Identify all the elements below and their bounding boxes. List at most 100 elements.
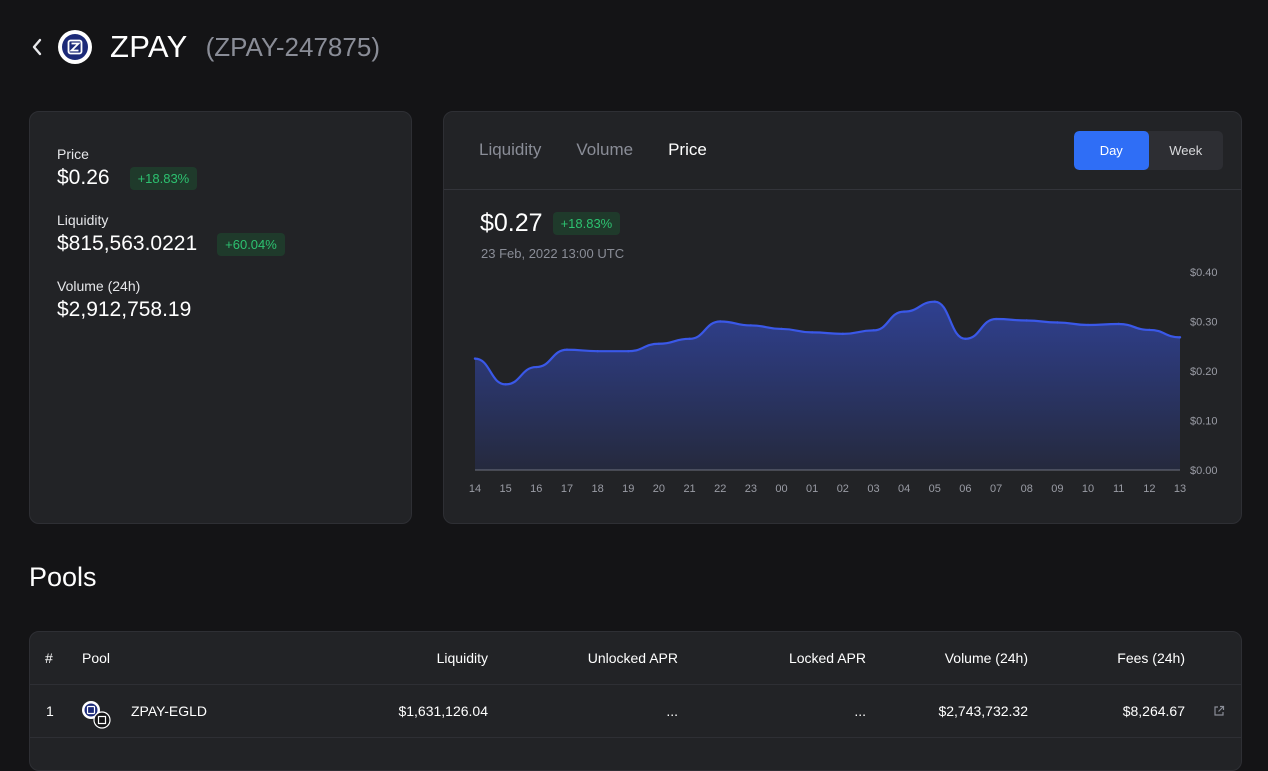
data-point-10: [1086, 323, 1090, 327]
col-fees[interactable]: Fees (24h): [1117, 650, 1185, 666]
data-point-23: [749, 324, 753, 327]
row-pool-name[interactable]: ZPAY-EGLD: [131, 703, 207, 719]
x-tick-label: 00: [775, 483, 787, 495]
chart-tabs: Liquidity Volume Price: [479, 140, 707, 160]
page-header: ZPAY (ZPAY-247875): [28, 29, 380, 64]
chart-card: Liquidity Volume Price Day Week $0.27 +1…: [443, 111, 1242, 524]
data-point-07: [994, 317, 998, 321]
week-button[interactable]: Week: [1169, 143, 1203, 158]
external-link-button[interactable]: [1213, 685, 1225, 737]
back-button[interactable]: [28, 38, 46, 56]
tab-liquidity[interactable]: Liquidity: [479, 140, 542, 159]
x-tick-label: 03: [867, 483, 879, 495]
y-tick-label: $0.00: [1190, 465, 1218, 477]
x-tick-label: 21: [683, 483, 695, 495]
liquidity-change-badge: +60.04%: [217, 232, 285, 256]
col-volume[interactable]: Volume (24h): [944, 650, 1028, 666]
day-button[interactable]: Day: [1074, 131, 1149, 170]
x-tick-label: 07: [990, 483, 1002, 495]
chart-price-row: $0.27 +18.83%: [480, 209, 621, 238]
data-point-12: [1148, 328, 1151, 332]
data-point-21: [688, 337, 691, 341]
price-stat: Price $0.26 +18.83%: [57, 146, 384, 190]
col-liquidity[interactable]: Liquidity: [436, 650, 488, 666]
y-tick-label: $0.30: [1190, 317, 1218, 329]
x-tick-label: 17: [561, 483, 573, 495]
x-tick-label: 04: [898, 483, 910, 495]
chart-header-divider: [444, 189, 1241, 190]
price-chart[interactable]: 14 15 16 17 18 19 20 21 22 23 00 01 02 03 04 05 06 07 08 09…: [444, 112, 1241, 523]
volume-value: $2,912,758.19: [57, 298, 192, 321]
table-header: # Pool Liquidity Unlocked APR Locked APR…: [30, 632, 1241, 685]
y-tick-label: $0.10: [1190, 416, 1218, 428]
price-line: [474, 300, 1181, 386]
chevron-left-icon: [32, 38, 42, 56]
x-tick-label: 18: [591, 483, 603, 495]
tab-volume[interactable]: Volume: [576, 140, 634, 159]
data-point-11: [1117, 322, 1120, 326]
data-point-04: [902, 310, 906, 313]
pool-pair-icon: [82, 701, 111, 729]
col-unlocked-apr[interactable]: Unlocked APR: [587, 650, 678, 666]
token-identifier: (ZPAY-247875): [205, 31, 380, 62]
x-tick-label: 15: [500, 483, 512, 495]
pools-heading: Pools: [29, 562, 97, 592]
data-point-08: [1025, 319, 1028, 322]
data-point-00: [780, 327, 783, 331]
data-point-05: [933, 300, 936, 303]
data-point-02: [841, 332, 845, 336]
y-tick-label: $0.20: [1190, 366, 1218, 378]
x-tick-label: 14: [469, 483, 481, 495]
row-liquidity: $1,631,126.04: [398, 703, 488, 719]
range-toggle: Day Week: [1074, 131, 1223, 170]
x-tick-label: 01: [806, 483, 818, 495]
liquidity-label: Liquidity: [57, 212, 109, 228]
liquidity-value: $815,563.0221: [57, 232, 198, 255]
volume-stat: Volume (24h) $2,912,758.19: [57, 278, 384, 322]
chart-change-badge: +18.83%: [552, 212, 621, 235]
data-point-09: [1056, 321, 1059, 324]
row-locked-apr: ...: [854, 703, 866, 719]
price-label: Price: [57, 146, 89, 162]
tab-price[interactable]: Price: [668, 140, 707, 159]
x-tick-label: 11: [1113, 483, 1124, 495]
row-unlocked-apr: ...: [666, 703, 678, 719]
liquidity-stat: Liquidity $815,563.0221 +60.04%: [57, 212, 384, 256]
data-point-18: [596, 350, 599, 353]
data-point-14: [473, 357, 477, 360]
zpay-logo-icon: [62, 34, 88, 60]
x-tick-label: 22: [714, 483, 726, 495]
token-logo: [58, 30, 92, 64]
data-point-15: [504, 383, 507, 386]
x-tick-label: 02: [837, 483, 849, 495]
token-stats-card: Price $0.26 +18.83% Liquidity $815,563.0…: [29, 111, 412, 524]
page-title: ZPAY: [110, 29, 188, 64]
data-point-03: [872, 329, 875, 332]
volume-label: Volume (24h): [57, 278, 141, 294]
x-tick-label: 16: [530, 483, 542, 495]
x-tick-label: 23: [745, 483, 757, 495]
price-value: $0.26: [57, 166, 110, 189]
x-tick-label: 12: [1143, 483, 1155, 495]
chart-current-price: $0.27: [480, 209, 543, 237]
data-point-19: [627, 350, 630, 353]
data-point-13: [1178, 336, 1182, 339]
row-index: 1: [46, 703, 54, 719]
external-link-icon: [1214, 705, 1225, 716]
data-point-16: [535, 365, 538, 369]
data-point-22: [719, 320, 722, 323]
data-point-06: [964, 337, 967, 341]
data-point-01: [810, 331, 814, 334]
col-pool: Pool: [82, 650, 111, 666]
x-tick-label: 19: [622, 483, 634, 495]
x-tick-label: 20: [653, 483, 665, 495]
x-tick-label: 09: [1051, 483, 1063, 495]
price-area: [475, 301, 1180, 470]
x-tick-label: 05: [929, 483, 941, 495]
table-row[interactable]: 1 ZPAY-EGLD $1,631,126.04 ... ... $2,743…: [30, 685, 1241, 738]
col-index: #: [45, 650, 53, 666]
data-point-17: [565, 348, 569, 351]
row-volume: $2,743,732.32: [938, 703, 1028, 719]
col-locked-apr[interactable]: Locked APR: [788, 650, 866, 666]
pools-table: # Pool Liquidity Unlocked APR Locked APR…: [29, 631, 1242, 771]
